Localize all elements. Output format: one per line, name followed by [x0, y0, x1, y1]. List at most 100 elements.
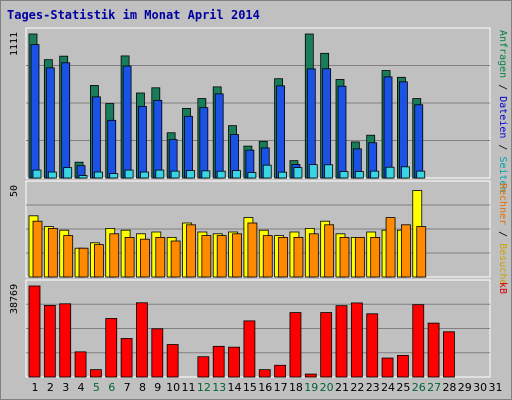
bar-files-day-11 [184, 115, 193, 179]
bar-hosts-day-21 [339, 236, 350, 278]
bar-hosts-day-20 [324, 224, 335, 278]
bar-hosts-day-26 [416, 226, 427, 278]
day-label: 16 [258, 381, 273, 394]
day-label: 8 [138, 381, 146, 394]
day-label: 24 [381, 381, 396, 394]
legend-label-part: kB [497, 282, 508, 295]
day-label: 18 [288, 381, 303, 394]
day-label: 14 [227, 381, 242, 394]
bar-files-day-6 [107, 119, 117, 179]
bar-files-day-1 [30, 44, 40, 179]
day-label: 28 [442, 381, 457, 394]
scale-max-label-middle: 50 [9, 184, 20, 197]
bar-hosts-day-6 [109, 233, 120, 278]
scale-max-label-bottom: 38769 [9, 283, 20, 314]
day-label: 15 [242, 381, 257, 394]
bar-kb-day-8 [136, 302, 148, 378]
bar-kb-day-21 [335, 305, 348, 378]
day-label: 30 [473, 381, 488, 394]
bar-pages-day-20 [324, 164, 334, 179]
bar-kb-day-1 [28, 285, 41, 378]
bar-kb-day-15 [243, 320, 256, 378]
bar-hosts-day-12 [201, 235, 212, 278]
bar-pages-day-1 [32, 169, 42, 179]
bar-files-day-19 [306, 68, 316, 179]
legend-label-part: / [497, 138, 508, 157]
bar-hosts-day-2 [47, 227, 58, 278]
bar-hosts-day-24 [385, 217, 396, 278]
bar-pages-day-19 [308, 164, 318, 179]
bar-hosts-day-5 [94, 244, 104, 278]
bar-hosts-day-8 [140, 238, 150, 278]
bar-pages-day-6 [109, 173, 119, 179]
bar-files-day-13 [214, 93, 224, 179]
bar-hosts-day-17 [278, 236, 289, 278]
bar-hosts-day-25 [400, 224, 411, 278]
legend-label-bottom: kB [497, 282, 508, 294]
bar-kb-day-28 [443, 331, 455, 378]
legend-label-top: Anfragen / Dateien / Seiten [497, 30, 508, 193]
bar-hosts-day-3 [63, 235, 74, 278]
bar-pages-day-16 [262, 164, 272, 179]
legend-label-part: Rechner [497, 183, 508, 226]
bar-pages-day-25 [400, 166, 410, 179]
bar-pages-day-26 [416, 170, 426, 179]
bar-files-day-20 [322, 68, 332, 179]
bar-kb-day-25 [396, 355, 409, 378]
bar-pages-day-24 [385, 166, 395, 179]
day-label: 13 [212, 381, 227, 394]
bar-files-day-17 [276, 85, 286, 179]
day-label: 27 [427, 381, 442, 394]
bar-pages-day-14 [232, 170, 241, 179]
bar-files-day-9 [153, 99, 163, 179]
bar-hosts-day-23 [370, 236, 381, 278]
bar-hosts-day-22 [354, 236, 365, 278]
bar-pages-day-17 [278, 171, 288, 179]
legend-label-part: Anfragen [497, 30, 508, 79]
bar-kb-day-23 [366, 313, 379, 378]
day-label: 26 [411, 381, 426, 394]
bar-pages-day-22 [354, 171, 364, 179]
bar-kb-day-4 [74, 351, 87, 378]
bar-files-day-7 [122, 65, 132, 179]
day-label: 19 [304, 381, 319, 394]
bar-hosts-day-1 [32, 220, 43, 278]
bar-kb-day-17 [274, 364, 287, 378]
day-label: 21 [335, 381, 349, 394]
bar-hosts-day-14 [232, 233, 242, 278]
bar-hosts-day-16 [262, 235, 273, 278]
scale-max-label-top: 1111 [9, 31, 20, 56]
bar-pages-day-4 [78, 175, 88, 179]
legend-label-middle: Rechner / Besuche [497, 183, 508, 285]
bar-kb-day-3 [59, 303, 72, 378]
bar-files-day-3 [61, 62, 71, 179]
bar-hosts-day-4 [78, 247, 89, 278]
bar-kb-day-10 [166, 344, 179, 378]
bar-hosts-day-9 [155, 236, 166, 278]
bar-pages-day-12 [201, 170, 211, 179]
bar-pages-day-3 [63, 167, 73, 179]
day-label: 10 [166, 381, 181, 394]
day-label: 4 [77, 381, 85, 394]
day-label: 7 [123, 381, 131, 394]
bar-kb-day-14 [228, 346, 240, 378]
bar-kb-day-24 [381, 357, 394, 378]
legend-label-part: / [497, 78, 508, 97]
bar-kb-day-18 [289, 312, 302, 378]
bar-pages-day-8 [140, 171, 149, 179]
bar-pages-day-23 [370, 170, 380, 179]
day-label: 31 [488, 381, 503, 394]
bar-files-day-5 [92, 96, 101, 179]
day-label: 3 [62, 381, 70, 394]
day-label: 5 [92, 381, 100, 394]
bar-hosts-day-18 [293, 236, 304, 278]
bar-kb-day-12 [197, 356, 210, 378]
bar-kb-day-9 [151, 328, 164, 378]
bar-kb-day-2 [43, 305, 56, 378]
bar-pages-day-15 [247, 172, 257, 179]
day-label: 9 [154, 381, 162, 394]
day-label: 17 [273, 381, 288, 394]
bar-pages-day-21 [339, 171, 349, 179]
bar-kb-day-26 [412, 304, 425, 378]
